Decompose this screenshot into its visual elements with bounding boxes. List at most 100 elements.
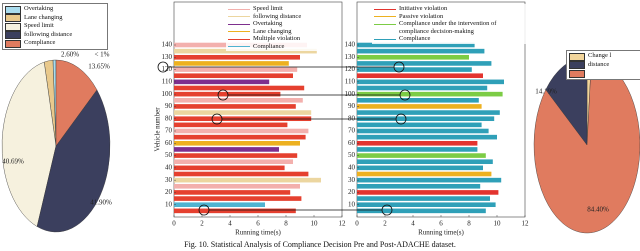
legend-swatch	[374, 38, 396, 40]
legend-item: Lane changing	[228, 28, 338, 36]
legend-item: Speed limit	[5, 22, 105, 31]
bar	[174, 202, 265, 208]
x-tick-label: 10	[311, 220, 319, 228]
bar	[174, 48, 317, 54]
legend-swatch	[374, 8, 396, 10]
legend-label: Compliance	[24, 39, 56, 46]
x-axis-label: Running time(s)	[235, 229, 281, 237]
legend-swatch	[228, 31, 250, 33]
y-tick-label: 70	[165, 127, 173, 135]
bar	[174, 171, 309, 177]
bar	[357, 85, 488, 91]
y-tick-label: 120	[345, 65, 356, 73]
legend-swatch	[5, 14, 21, 22]
bar	[357, 110, 500, 115]
legend-item: Compliance	[5, 39, 105, 48]
legend-swatch	[569, 61, 585, 69]
bar	[357, 48, 485, 54]
y-tick-label: 60	[348, 139, 356, 147]
legend-item: Multiple violation	[228, 35, 338, 43]
bar	[174, 91, 281, 97]
bar	[174, 153, 298, 158]
bar	[357, 140, 478, 146]
legend-label: Overtaking	[24, 5, 54, 12]
y-tick-label: 90	[165, 102, 173, 110]
bar	[174, 67, 298, 72]
legend-swatch	[569, 52, 585, 61]
bar	[174, 183, 300, 189]
bar	[174, 147, 279, 152]
x-axis-label: Running time(s)	[418, 229, 464, 237]
legend-swatch	[5, 5, 21, 14]
bar	[174, 159, 293, 165]
y-tick-label: 30	[348, 176, 356, 184]
legend-label: Passive violation	[399, 12, 444, 20]
x-tick-label: 2	[383, 220, 387, 228]
y-tick-label: 10	[348, 200, 356, 208]
y-tick-label: 130	[345, 53, 356, 61]
y-tick-label: 30	[165, 176, 173, 184]
y-tick-label: 40	[348, 163, 356, 171]
bar	[357, 159, 493, 165]
highlight-circle	[217, 89, 229, 101]
y-tick-label: 80	[165, 114, 173, 122]
highlight-circle	[399, 89, 411, 101]
legend-swatch	[228, 16, 250, 18]
legend-item: Compliance	[374, 35, 524, 43]
bar	[357, 208, 486, 214]
y-tick-label: 20	[165, 188, 173, 196]
bar	[357, 153, 486, 158]
legend-label: Compliance under the intervention of com…	[399, 20, 497, 35]
bar	[174, 134, 306, 140]
x-tick-label: 10	[494, 220, 502, 228]
y-tick-label: 110	[162, 77, 173, 85]
pie-label: 2.60%	[61, 51, 79, 59]
bar	[174, 196, 302, 201]
x-tick-label: 8	[284, 220, 288, 228]
bar	[357, 196, 490, 201]
bar	[357, 177, 502, 183]
bar	[357, 190, 499, 195]
legend-label: Compliance	[253, 42, 285, 50]
x-tick-label: 6	[439, 220, 443, 228]
legend-swatch	[228, 8, 250, 10]
bar	[174, 177, 321, 183]
legend-item: Compliance	[228, 43, 338, 51]
pie-label: 41.90%	[90, 199, 112, 207]
legend-item: Overtaking	[228, 20, 338, 28]
legend-label: Change l	[588, 52, 612, 59]
y-tick-label: 80	[348, 114, 356, 122]
highlight-circle	[395, 113, 407, 125]
y-tick-label: 50	[165, 151, 173, 159]
bar	[357, 134, 497, 140]
bar	[174, 110, 312, 115]
pie-label: < 1%	[94, 51, 109, 59]
pie-slice	[36, 89, 111, 233]
bar	[174, 85, 305, 91]
y-tick-label: 70	[348, 127, 356, 135]
y-tick-label: 60	[165, 139, 173, 147]
legend-item: Change l	[569, 52, 640, 61]
legend-item: Passive violation	[374, 13, 524, 21]
y-tick-label: 130	[162, 53, 173, 61]
y-tick-label: 140	[345, 41, 356, 49]
highlight-circle	[157, 61, 169, 73]
legend-label: Initiative violation	[399, 5, 448, 12]
legend-item: distance	[569, 61, 640, 69]
legend-label: following distance	[253, 12, 302, 20]
x-tick-label: 12	[339, 220, 347, 228]
legend-item: Lane changing	[5, 14, 105, 22]
highlight-circle	[211, 113, 223, 125]
bar	[174, 128, 309, 134]
bar	[174, 140, 300, 146]
y-tick-label: 10	[165, 200, 173, 208]
legend-label: following distance	[24, 30, 73, 38]
bar	[174, 208, 296, 214]
bar	[357, 104, 482, 109]
bar	[357, 61, 492, 66]
bar	[357, 116, 495, 122]
pie-slice	[55, 59, 98, 147]
bar	[357, 91, 503, 97]
legend-item: Overtaking	[5, 5, 105, 14]
